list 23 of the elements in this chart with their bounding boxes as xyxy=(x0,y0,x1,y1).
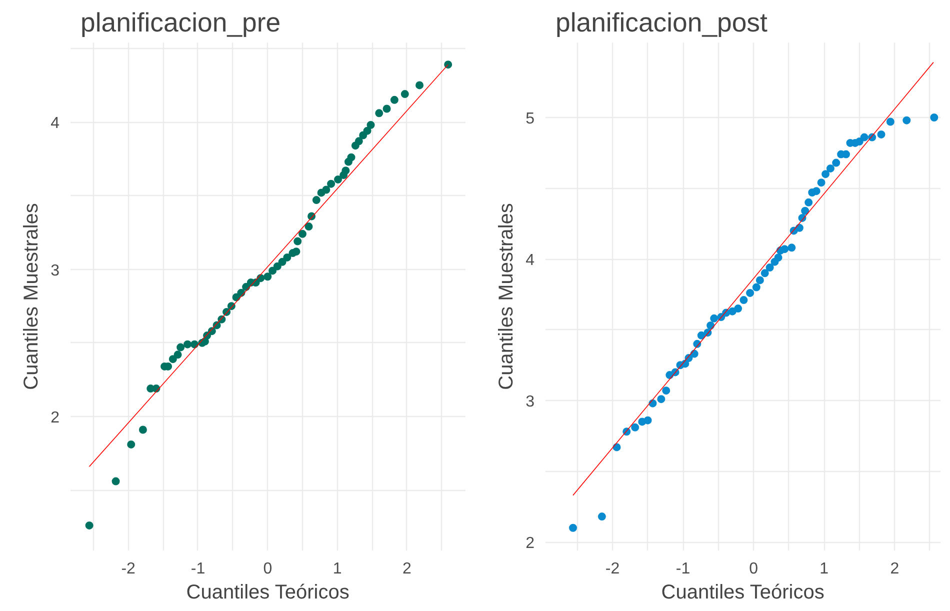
y-tick-label: 3 xyxy=(50,262,60,280)
x-tick-label: -1 xyxy=(676,560,690,578)
y-tick-label: 4 xyxy=(50,115,60,132)
chart-title: planificacion_pre xyxy=(80,8,281,38)
x-tick-label: 2 xyxy=(890,560,900,578)
x-tick-label: 2 xyxy=(402,560,412,578)
x-tick-label: 0 xyxy=(263,560,272,578)
y-tick-label: 2 xyxy=(526,535,535,552)
x-tick-label: -1 xyxy=(190,560,206,578)
x-axis-title: Cuantiles Teóricos xyxy=(661,582,824,604)
x-axis-title: Cuantiles Teóricos xyxy=(186,582,350,604)
x-tick-label: 0 xyxy=(749,560,758,578)
y-axis-title: Cuantiles Muestrales xyxy=(496,203,518,390)
x-tick-label: -2 xyxy=(605,560,620,578)
y-axis-title: Cuantiles Muestrales xyxy=(20,203,43,390)
y-tick-label: 4 xyxy=(526,252,535,269)
y-tick-label: 2 xyxy=(50,410,60,427)
chart-title: planificacion_post xyxy=(556,8,768,38)
x-tick-label: 1 xyxy=(332,560,342,578)
x-tick-label: 1 xyxy=(820,560,829,578)
x-tick-label: -2 xyxy=(121,560,136,578)
y-tick-label: 3 xyxy=(526,394,535,411)
y-tick-label: 5 xyxy=(526,110,535,128)
